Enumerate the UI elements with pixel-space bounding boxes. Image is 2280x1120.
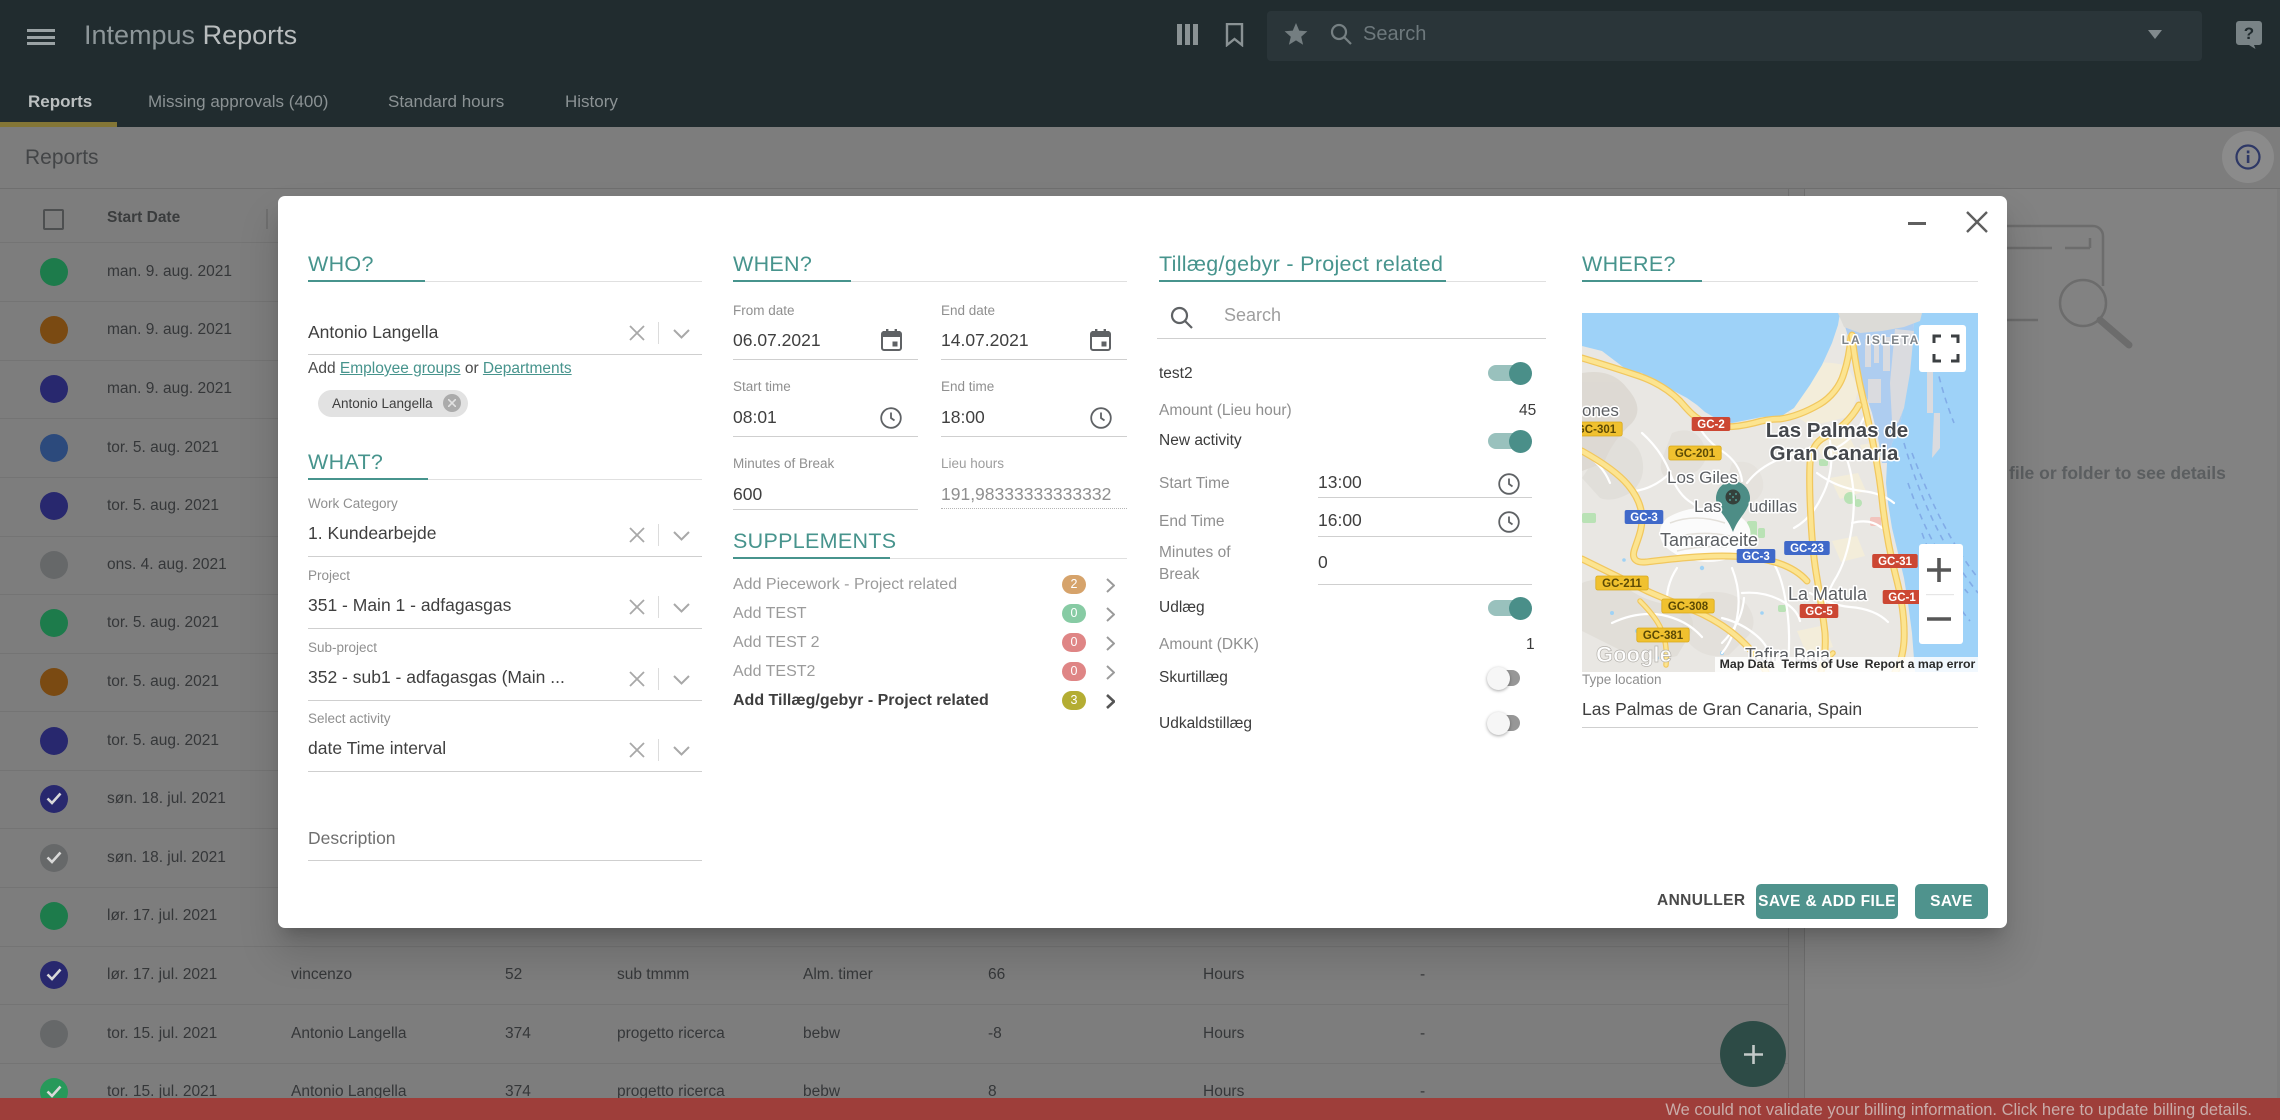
svg-text:LA ISLETA: LA ISLETA [1842, 333, 1921, 347]
svg-text:Terms of Use: Terms of Use [1782, 657, 1859, 671]
svg-text:GC-23: GC-23 [1790, 543, 1824, 555]
svg-text:?: ? [2244, 24, 2254, 43]
svg-text:GC-3: GC-3 [1742, 551, 1769, 563]
svg-text:GC-3: GC-3 [1630, 512, 1657, 524]
svg-text:Map Data: Map Data [1720, 657, 1775, 671]
svg-text:GC-308: GC-308 [1668, 601, 1709, 613]
svg-text:ones: ones [1582, 401, 1619, 420]
svg-text:GC-1: GC-1 [1888, 592, 1916, 604]
svg-text:GC-381: GC-381 [1643, 630, 1684, 642]
svg-text:udillas: udillas [1749, 497, 1797, 516]
svg-text:La Matula: La Matula [1788, 584, 1868, 604]
svg-text:Gran Canaria: Gran Canaria [1770, 442, 1899, 465]
svg-text:Los Giles: Los Giles [1667, 468, 1738, 487]
svg-text:GC-2: GC-2 [1697, 419, 1724, 431]
svg-text:GC-211: GC-211 [1602, 578, 1642, 590]
svg-text:Google: Google [1596, 642, 1672, 667]
svg-text:Las: Las [1694, 497, 1721, 516]
svg-text:Report a map error: Report a map error [1865, 657, 1976, 671]
svg-text:GC-31: GC-31 [1878, 556, 1912, 568]
svg-text:GC-5: GC-5 [1805, 606, 1833, 618]
svg-text:Tamaraceite: Tamaraceite [1660, 530, 1758, 550]
svg-text:Las Palmas de: Las Palmas de [1766, 419, 1908, 442]
svg-text:GC-201: GC-201 [1675, 448, 1716, 460]
svg-text:GC-301: GC-301 [1582, 424, 1617, 436]
